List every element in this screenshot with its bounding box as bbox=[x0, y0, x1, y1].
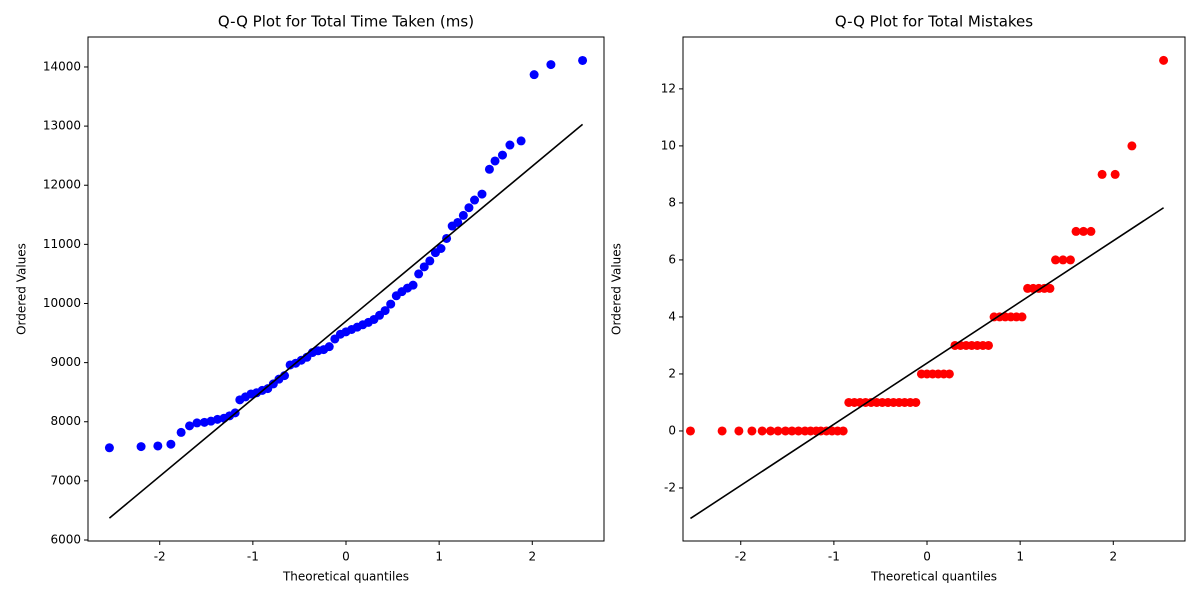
y-tick-label: 6 bbox=[668, 252, 676, 266]
point bbox=[497, 150, 507, 160]
point bbox=[983, 340, 993, 350]
point bbox=[1097, 169, 1107, 179]
y-tick-label: 7000 bbox=[50, 473, 81, 487]
fit-line bbox=[108, 123, 584, 519]
y-tick-label: 4 bbox=[668, 309, 676, 323]
y-tick-label: 0 bbox=[668, 423, 676, 437]
point bbox=[408, 280, 418, 290]
x-tick-label: 2 bbox=[528, 550, 536, 564]
chart: Q-Q Plot for Total Time Taken (ms) Theore… bbox=[15, 13, 605, 584]
y-tick-label: 11000 bbox=[43, 237, 81, 251]
point bbox=[911, 397, 921, 407]
point bbox=[166, 439, 176, 449]
y-tick-label: 8000 bbox=[50, 414, 81, 428]
x-axis-label: Theoretical quantiles bbox=[282, 570, 409, 584]
point bbox=[380, 306, 390, 316]
x-tick-label: 1 bbox=[435, 550, 443, 564]
point bbox=[546, 60, 556, 70]
point bbox=[734, 426, 744, 436]
point bbox=[484, 164, 494, 174]
x-tick-label: 2 bbox=[1109, 550, 1117, 564]
y-axis-label: Ordered Values bbox=[610, 243, 624, 335]
x-tick-label: -2 bbox=[735, 550, 747, 564]
point bbox=[838, 426, 848, 436]
point bbox=[153, 441, 163, 451]
point bbox=[414, 269, 424, 279]
y-tick-label: 2 bbox=[668, 366, 676, 380]
point bbox=[757, 426, 767, 436]
point bbox=[419, 262, 429, 272]
point bbox=[766, 426, 776, 436]
point bbox=[386, 299, 396, 309]
point bbox=[944, 369, 954, 379]
point bbox=[787, 426, 797, 436]
point bbox=[747, 426, 757, 436]
y-tick-label: 9000 bbox=[50, 355, 81, 369]
point bbox=[324, 342, 334, 352]
chart: Q-Q Plot for Total Mistakes Theoretical q… bbox=[610, 13, 1186, 584]
point bbox=[773, 426, 783, 436]
point bbox=[470, 195, 480, 205]
point bbox=[436, 243, 446, 253]
point bbox=[136, 442, 146, 452]
y-tick-label: 12000 bbox=[43, 178, 81, 192]
point bbox=[1159, 55, 1169, 65]
point bbox=[1017, 312, 1027, 322]
y-tick-label: 13000 bbox=[43, 119, 81, 133]
x-tick-label: 1 bbox=[1016, 550, 1024, 564]
x-tick-label: 0 bbox=[923, 550, 931, 564]
point bbox=[1045, 283, 1055, 293]
y-tick-label: 14000 bbox=[43, 59, 81, 73]
x-tick-label: -1 bbox=[828, 550, 840, 564]
point bbox=[1110, 169, 1120, 179]
point bbox=[1078, 226, 1088, 236]
point bbox=[104, 443, 114, 453]
point bbox=[176, 427, 186, 437]
point bbox=[793, 426, 803, 436]
y-tick-label: 8 bbox=[668, 195, 676, 209]
chart-title: Q-Q Plot for Total Time Taken (ms) bbox=[218, 13, 474, 31]
x-tick-label: 0 bbox=[342, 550, 350, 564]
point bbox=[529, 70, 539, 80]
x-tick-label: -1 bbox=[247, 550, 259, 564]
point bbox=[1058, 255, 1068, 265]
point bbox=[425, 256, 435, 266]
point bbox=[1127, 141, 1137, 151]
point bbox=[458, 210, 468, 220]
y-tick-label: 6000 bbox=[50, 532, 81, 546]
point bbox=[1051, 255, 1061, 265]
x-axis-label: Theoretical quantiles bbox=[870, 570, 997, 584]
axes-frame bbox=[682, 36, 1186, 542]
y-tick-label: -2 bbox=[664, 480, 676, 494]
y-tick-label: 12 bbox=[661, 81, 676, 95]
point bbox=[490, 156, 500, 166]
point bbox=[685, 426, 695, 436]
chart-title: Q-Q Plot for Total Mistakes bbox=[835, 13, 1033, 31]
fit-line bbox=[690, 207, 1165, 520]
point bbox=[1065, 255, 1075, 265]
point bbox=[516, 136, 526, 146]
y-tick-label: 10 bbox=[661, 138, 676, 152]
axes-frame bbox=[87, 36, 605, 542]
point bbox=[1071, 226, 1081, 236]
point bbox=[477, 189, 487, 199]
y-tick-label: 10000 bbox=[43, 296, 81, 310]
point bbox=[453, 217, 463, 227]
point bbox=[780, 426, 790, 436]
point bbox=[464, 203, 474, 213]
point bbox=[192, 418, 202, 428]
point bbox=[505, 140, 515, 150]
point bbox=[578, 55, 588, 65]
point bbox=[185, 421, 195, 431]
y-axis-label: Ordered Values bbox=[15, 243, 29, 335]
x-tick-label: -2 bbox=[154, 550, 166, 564]
point bbox=[1086, 226, 1096, 236]
point bbox=[717, 426, 727, 436]
